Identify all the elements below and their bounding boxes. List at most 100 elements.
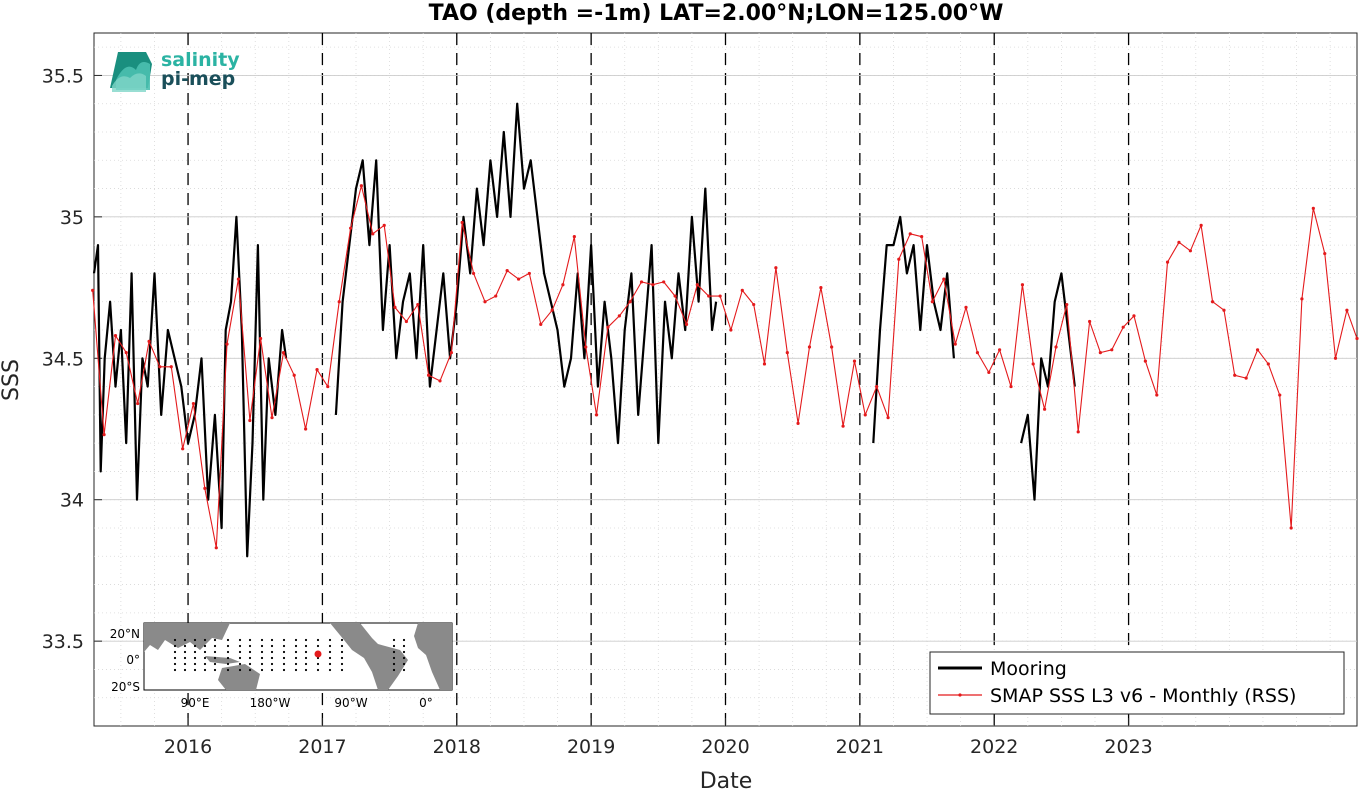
inset-buoy-dot [213,668,217,672]
smap-point [505,269,509,273]
smap-point [426,373,431,377]
inset-americas-land [330,623,408,690]
smap-point [930,300,935,304]
smap-point [169,365,173,369]
inset-buoy-dot [282,662,286,666]
inset-xlabel-90w: 90°W [334,696,367,710]
mooring-line [92,215,288,558]
x-tick-label: 2016 [164,736,212,758]
smap-point [740,288,744,292]
inset-buoy-dot [226,644,230,648]
inset-buoy-dot [340,644,344,648]
logo: salinity pi-mep [110,49,240,92]
smap-point [1155,393,1159,397]
chart-title: TAO (depth =-1m) LAT=2.00°N;LON=125.00°W [429,1,1004,26]
x-tick-label: 2017 [298,736,346,758]
inset-africa-land [414,623,452,690]
smap-point [248,418,252,423]
smap-point [281,351,286,355]
inset-buoy-dot [238,638,242,642]
inset-buoy-dot [238,650,242,654]
smap-point [1020,283,1025,287]
smap-point [1278,393,1282,397]
smap-point [584,345,588,349]
smap-point [1323,252,1327,256]
inset-buoy-dot [226,662,230,666]
inset-buoy-dot [304,662,308,666]
smap-point [1121,325,1125,329]
inset-buoy-dot [248,662,252,666]
smap-point [997,348,1002,352]
smap-point [662,280,666,284]
inset-buoy-dot [316,668,320,672]
x-tick-label: 2021 [836,736,884,758]
smap-point [639,280,644,284]
y-axis-label: SSS [0,359,24,401]
smap-point [382,223,386,227]
smap-point [1355,336,1359,341]
inset-buoy-dot [304,656,308,660]
inset-buoy-dot [213,638,217,642]
smap-point [147,339,151,343]
legend-marker-smap [958,693,962,697]
inset-xlabel-180w: 180°W [250,696,291,710]
inset-buoy-dots [173,638,406,672]
inset-buoy-dot [402,656,406,660]
x-tick-label: 2022 [970,736,1018,758]
inset-map: 20°N 0° 20°S 90°E 180°W 90°W 0° [110,622,453,710]
inset-buoy-dot [193,662,197,666]
smap-point [1132,314,1136,318]
inset-buoy-dot [402,662,406,666]
inset-buoy-dot [193,644,197,648]
y-tick-label: 34 [60,490,84,512]
inset-buoy-dot [260,650,264,654]
inset-buoy-dot [282,650,286,654]
mooring-line [872,215,955,444]
smap-point [91,288,95,292]
smap-point [371,232,375,236]
smap-point [863,413,867,417]
smap-point [471,271,476,276]
inset-asia-land [144,623,230,652]
smap-point [796,421,800,425]
smap-point [830,345,834,349]
legend-label-mooring: Mooring [990,658,1067,680]
inset-buoy-dot [238,668,242,672]
inset-buoy-dot [183,668,187,672]
inset-buoy-dot [248,656,252,660]
smap-point [953,342,957,346]
inset-buoy-dot [392,668,396,672]
inset-buoy-dot [270,638,274,642]
smap-point [181,447,185,451]
smap-point [875,384,879,389]
inset-buoy-dot [238,656,242,660]
smap-point [1266,362,1270,366]
smap-point [337,300,341,304]
smap-point [606,325,610,329]
inset-buoy-dot [193,668,197,672]
smap-point [102,433,106,437]
mooring-line [1020,272,1076,501]
y-tick-label: 34.5 [42,348,84,370]
smap-point [617,314,621,318]
inset-buoy-dot [328,644,332,648]
smap-point [572,235,576,239]
x-ticks: 2016 2017 2018 2019 2020 2021 2022 2023 [164,718,1153,758]
smap-point [852,359,857,363]
smap-point [259,336,263,341]
inset-buoy-dot [282,656,286,660]
smap-point [1244,376,1248,380]
inset-buoy-dot [270,656,274,660]
inset-buoy-dot [173,638,177,642]
smap-point [785,351,789,355]
smap-point [1177,240,1181,244]
inset-buoy-dot [328,638,332,642]
inset-buoy-dot [294,644,298,648]
inset-buoy-dot [304,668,308,672]
x-tick-label: 2018 [433,736,481,758]
inset-selected-buoy [314,650,322,658]
smap-point [315,368,319,372]
smap-point [673,294,677,298]
smap-point [1188,249,1192,253]
inset-buoy-dot [203,638,207,642]
